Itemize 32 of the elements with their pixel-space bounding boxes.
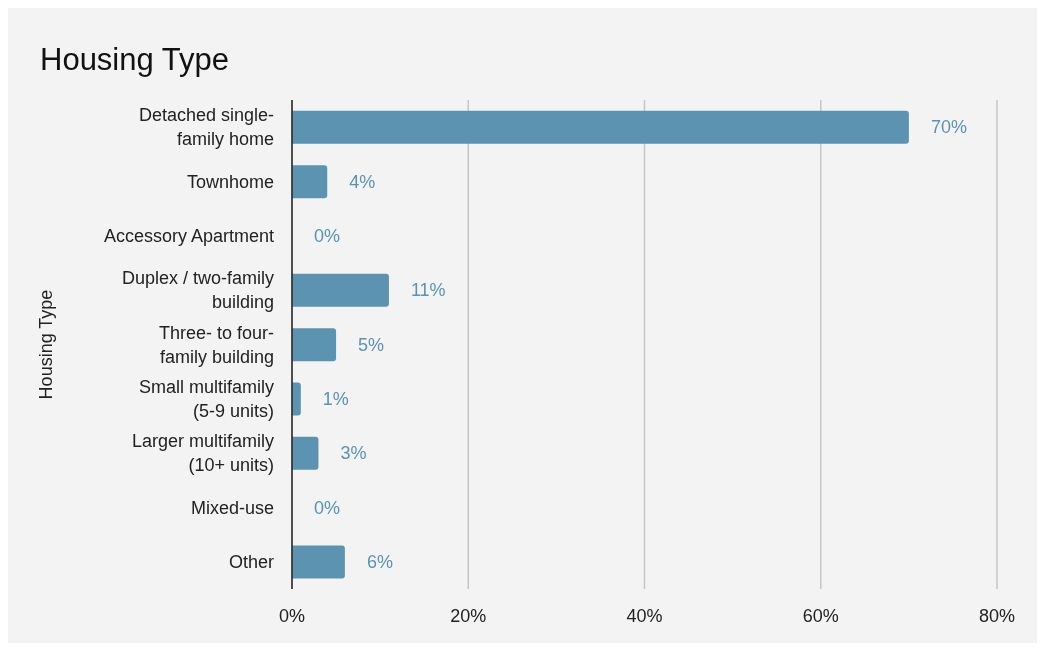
data-label: 0% <box>314 225 341 246</box>
data-label: 4% <box>349 171 376 192</box>
y-tick-label: Small multifamily (5-9 units) <box>138 376 274 421</box>
x-tick-label: 40% <box>626 605 663 626</box>
y-tick-label: Mixed-use <box>190 497 274 518</box>
x-tick-label: 80% <box>978 605 1016 626</box>
y-tick-label: Larger multifamily (10+ units) <box>131 431 274 476</box>
data-label: 3% <box>340 443 367 464</box>
bar <box>292 382 301 416</box>
data-label: 1% <box>322 388 349 409</box>
bar <box>292 328 337 362</box>
y-tick-label: Detached single-family home <box>138 105 274 150</box>
bar <box>292 110 909 144</box>
data-label: 5% <box>358 334 385 355</box>
y-tick-label: Townhome <box>186 171 274 192</box>
bar <box>292 273 389 307</box>
bar <box>292 545 345 579</box>
data-label: 0% <box>314 497 341 518</box>
y-tick-label: Other <box>228 551 274 572</box>
y-tick-label: Duplex / two-family building <box>121 268 274 313</box>
x-tick-label: 20% <box>450 605 487 626</box>
y-tick-label: Accessory Apartment <box>103 225 274 246</box>
data-label: 6% <box>366 551 393 572</box>
x-tick-label: 60% <box>802 605 839 626</box>
bar <box>292 436 319 470</box>
data-label: 70% <box>930 117 967 138</box>
data-label: 11% <box>410 280 446 301</box>
chart-title: Housing Type <box>40 42 229 78</box>
bar <box>292 165 328 199</box>
y-tick-label: Three- to four-family building <box>158 322 274 367</box>
x-tick-label: 0% <box>278 605 306 626</box>
y-axis-title: Housing Type <box>36 289 57 400</box>
